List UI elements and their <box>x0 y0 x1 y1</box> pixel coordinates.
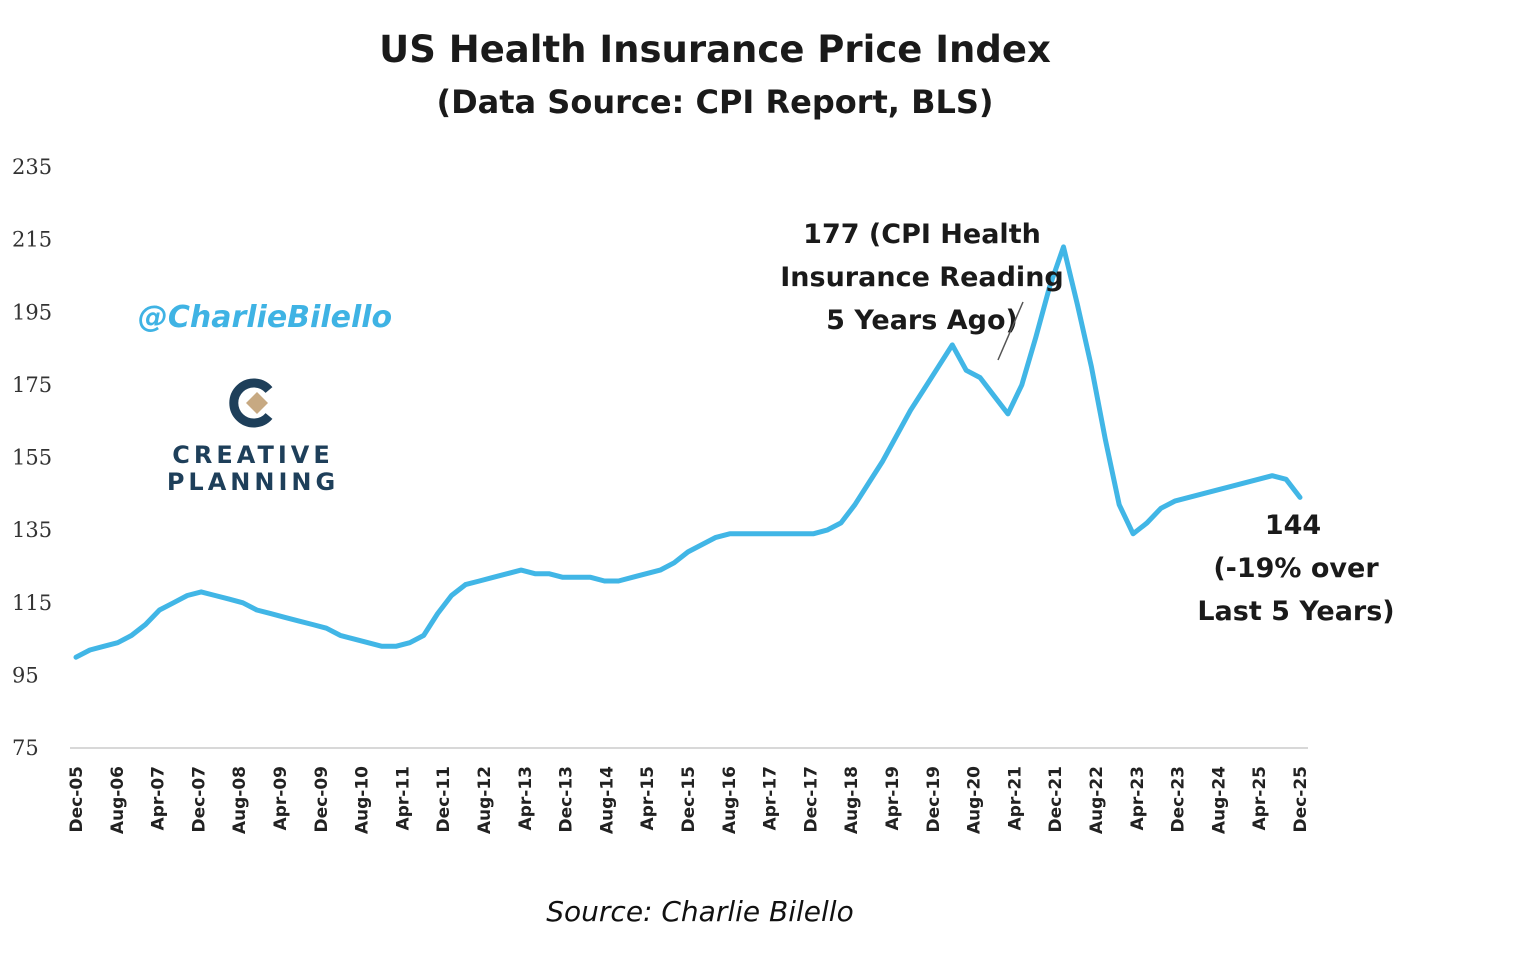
x-tick-label: Apr-19 <box>883 766 903 830</box>
source-caption: Source: Charlie Bilello <box>546 895 853 928</box>
x-tick-label: Apr-25 <box>1250 766 1270 830</box>
x-tick-label: Apr-07 <box>149 766 169 830</box>
x-tick-label: Dec-05 <box>67 766 87 832</box>
y-tick-label: 115 <box>12 591 52 615</box>
x-tick-label: Dec-19 <box>924 766 944 832</box>
y-axis-ticks: 235 215 195 175 155 135 115 95 75 <box>12 155 52 760</box>
x-tick-label: Aug-10 <box>353 766 373 834</box>
x-tick-label: Apr-23 <box>1128 766 1148 830</box>
x-tick-label: Dec-17 <box>801 766 821 832</box>
creative-planning-logo-icon <box>229 378 273 428</box>
x-tick-label: Apr-17 <box>761 766 781 830</box>
x-tick-label: Dec-13 <box>557 766 577 832</box>
x-tick-label: Aug-12 <box>475 766 495 834</box>
brand-line-2: PLANNING <box>167 468 339 496</box>
y-tick-label: 75 <box>12 736 39 760</box>
peak-annotation-line-2: Insurance Reading <box>780 262 1064 293</box>
x-tick-label: Dec-23 <box>1169 766 1189 832</box>
x-tick-label: Aug-22 <box>1087 766 1107 834</box>
twitter-handle-watermark: @CharlieBilello <box>138 300 392 335</box>
x-tick-label: Dec-07 <box>189 766 209 832</box>
x-tick-label: Apr-21 <box>1005 766 1025 830</box>
x-tick-label: Apr-13 <box>516 766 536 830</box>
peak-annotation-line-3: 5 Years Ago) <box>826 305 1018 336</box>
y-tick-label: 95 <box>12 663 39 687</box>
chart-title: US Health Insurance Price Index <box>379 28 1051 71</box>
y-tick-label: 235 <box>12 155 52 179</box>
end-value-label: 144 <box>1265 510 1321 541</box>
end-annotation-line-2: Last 5 Years) <box>1197 596 1394 627</box>
y-tick-label: 155 <box>12 446 52 470</box>
x-tick-label: Aug-14 <box>597 766 617 834</box>
y-tick-label: 195 <box>12 300 52 324</box>
x-tick-label: Aug-06 <box>108 766 128 834</box>
x-tick-label: Dec-25 <box>1291 766 1311 832</box>
y-tick-label: 135 <box>12 518 52 542</box>
x-tick-label: Aug-24 <box>1209 766 1229 834</box>
x-tick-label: Apr-15 <box>638 766 658 830</box>
x-tick-label: Dec-11 <box>434 766 454 832</box>
y-tick-label: 175 <box>12 373 52 397</box>
x-tick-label: Dec-09 <box>312 766 332 832</box>
x-tick-label: Dec-21 <box>1046 766 1066 832</box>
x-tick-label: Dec-15 <box>679 766 699 832</box>
end-annotation-line-1: (-19% over <box>1213 553 1379 584</box>
x-tick-label: Apr-11 <box>393 766 413 830</box>
peak-annotation-pointer <box>997 301 1024 361</box>
brand-line-1: CREATIVE <box>172 441 333 469</box>
x-tick-label: Aug-20 <box>965 766 985 834</box>
x-tick-label: Apr-09 <box>271 766 291 830</box>
x-tick-label: Aug-08 <box>230 766 250 834</box>
x-tick-label: Aug-18 <box>842 766 862 834</box>
y-tick-label: 215 <box>12 228 52 252</box>
x-axis-ticks: Dec-05 Aug-06 Apr-07 Dec-07 Aug-08 Apr-09 Dec-… <box>67 766 1311 834</box>
series-line <box>73 244 1303 660</box>
peak-annotation-line-1: 177 (CPI Health <box>803 219 1041 250</box>
x-tick-label: Aug-16 <box>720 766 740 834</box>
chart-subtitle: (Data Source: CPI Report, BLS) <box>436 83 993 121</box>
